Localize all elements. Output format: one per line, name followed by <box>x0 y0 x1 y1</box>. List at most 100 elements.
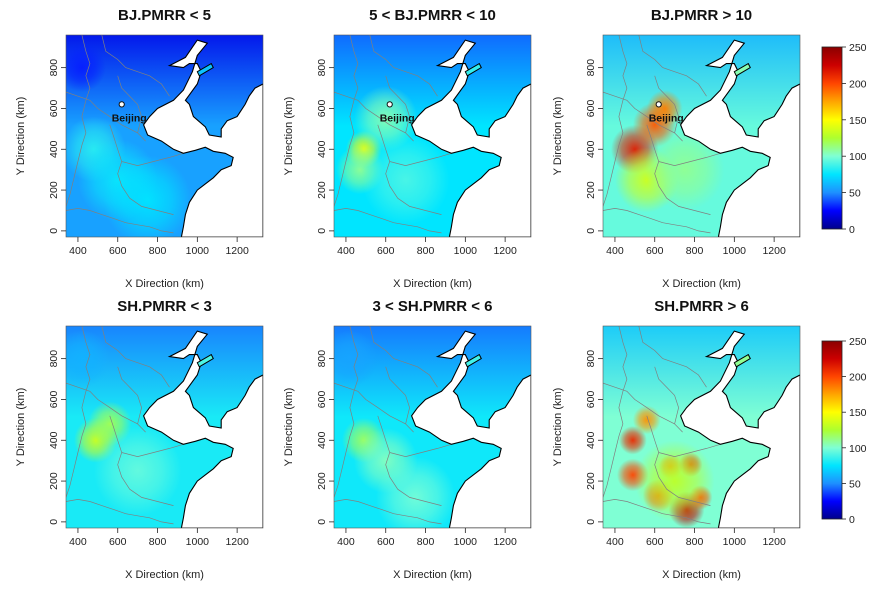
y-axis-label: Y Direction (km) <box>15 97 27 176</box>
y-tick-label: 600 <box>316 391 328 409</box>
sea-coastline <box>679 330 800 528</box>
x-tick-label: 1000 <box>723 536 747 548</box>
province-boundary <box>646 415 711 506</box>
y-tick-label: 200 <box>316 472 328 490</box>
sea-coastline <box>142 330 263 528</box>
colorbar-tick-label: 50 <box>849 188 861 200</box>
x-tick-label: 600 <box>109 536 127 548</box>
y-tick-label: 800 <box>316 59 328 77</box>
island <box>464 62 482 77</box>
province-boundary <box>121 152 184 166</box>
y-tick-label: 800 <box>585 350 597 368</box>
y-tick-label: 400 <box>316 431 328 449</box>
panel-1: BJ.PMRR < 5 400 600 800 1000 1200 0 200 400 600 80… <box>15 7 264 290</box>
colorbar-tick-label: 100 <box>849 443 867 455</box>
colorbar-tick-label: 0 <box>849 514 855 526</box>
plot-frame <box>65 325 264 529</box>
colorbar-tick-label: 50 <box>849 478 861 490</box>
province-boundary <box>334 326 359 498</box>
x-axis-label: X Direction (km) <box>393 278 472 290</box>
sea-coastline <box>679 39 800 237</box>
sea-coastline <box>410 39 531 237</box>
y-tick-label: 0 <box>316 519 328 525</box>
beijing-marker <box>118 101 125 108</box>
province-boundary <box>638 35 707 97</box>
province-boundary <box>334 499 442 525</box>
x-tick-label: 600 <box>377 245 395 257</box>
beijing-marker <box>655 101 662 108</box>
y-tick-label: 400 <box>48 140 60 158</box>
x-tick-label: 400 <box>69 536 87 548</box>
x-tick-label: 800 <box>417 245 435 257</box>
y-tick-label: 400 <box>585 431 597 449</box>
province-boundary <box>334 35 359 207</box>
y-axis-label: Y Direction (km) <box>15 388 27 467</box>
x-tick-label: 400 <box>337 536 355 548</box>
colorbar-gradient <box>821 340 843 520</box>
y-tick-label: 600 <box>585 100 597 118</box>
province-boundary <box>377 124 442 215</box>
heatmap-hotspot <box>632 405 661 435</box>
province-boundary <box>66 382 146 433</box>
y-tick-label: 800 <box>48 350 60 368</box>
panel-3: BJ.PMRR > 10 400 600 800 1000 1200 0 200 400 600 8… <box>552 7 801 290</box>
colorbar-tick-label: 200 <box>849 78 867 90</box>
y-tick-label: 200 <box>316 181 328 199</box>
heatmap-hotspot <box>103 155 192 237</box>
panel-title: 3 < SH.PMRR < 6 <box>372 298 492 315</box>
heatmap-field <box>334 326 531 528</box>
x-tick-label: 400 <box>606 245 624 257</box>
x-tick-label: 800 <box>686 536 704 548</box>
x-axis-label: X Direction (km) <box>125 569 204 581</box>
heatmap-field <box>334 35 531 237</box>
y-tick-label: 200 <box>48 181 60 199</box>
y-tick-label: 800 <box>316 350 328 368</box>
x-tick-label: 800 <box>686 245 704 257</box>
heatmap-hotspot <box>361 134 450 225</box>
panel-2: 5 < BJ.PMRR < 10 400 600 800 1000 1200 0 200 400… <box>283 7 532 290</box>
province-boundary <box>66 326 91 498</box>
province-boundary <box>389 443 452 457</box>
panel-title: 5 < BJ.PMRR < 10 <box>369 7 496 24</box>
x-tick-label: 400 <box>69 245 87 257</box>
province-boundary <box>603 91 683 142</box>
beijing-label: Beijing <box>112 112 147 124</box>
y-axis-label: Y Direction (km) <box>283 97 295 176</box>
heatmap-hotspot <box>353 86 418 152</box>
x-tick-label: 1200 <box>225 245 249 257</box>
plot-frame <box>602 325 801 529</box>
x-axis-label: X Direction (km) <box>662 569 741 581</box>
province-boundary <box>654 366 679 424</box>
heatmap-hotspot <box>66 330 110 388</box>
x-tick-label: 600 <box>646 245 664 257</box>
y-tick-label: 200 <box>48 472 60 490</box>
colorbar-2: 0 50 100 150 200 250 <box>821 336 867 526</box>
x-axis-label: X Direction (km) <box>125 278 204 290</box>
province-boundary <box>66 499 174 525</box>
y-tick-label: 0 <box>316 228 328 234</box>
x-tick-label: 1200 <box>762 536 786 548</box>
y-axis-label: Y Direction (km) <box>283 388 295 467</box>
colorbar-gradient <box>821 46 843 230</box>
province-boundary <box>334 208 442 234</box>
province-boundary <box>109 415 174 506</box>
province-boundary <box>603 208 711 234</box>
province-boundary <box>638 326 707 388</box>
province-boundary <box>121 443 184 457</box>
y-tick-label: 400 <box>48 431 60 449</box>
island <box>196 62 214 77</box>
plot-frame <box>65 34 264 238</box>
colorbar-1: 0 50 100 150 200 250 <box>821 42 867 236</box>
y-tick-label: 200 <box>585 472 597 490</box>
province-boundary <box>66 35 91 207</box>
panel-5: 3 < SH.PMRR < 6 400 600 800 1000 1200 0 200 400 6… <box>283 298 532 581</box>
y-axis-label: Y Direction (km) <box>552 97 564 176</box>
heatmap-hotspot <box>66 43 106 93</box>
panel-title: BJ.PMRR > 10 <box>651 7 752 24</box>
heatmap-field <box>603 35 800 237</box>
province-boundary <box>658 443 721 457</box>
y-tick-label: 0 <box>48 228 60 234</box>
island <box>196 353 214 368</box>
province-boundary <box>389 152 452 166</box>
x-tick-label: 400 <box>337 245 355 257</box>
